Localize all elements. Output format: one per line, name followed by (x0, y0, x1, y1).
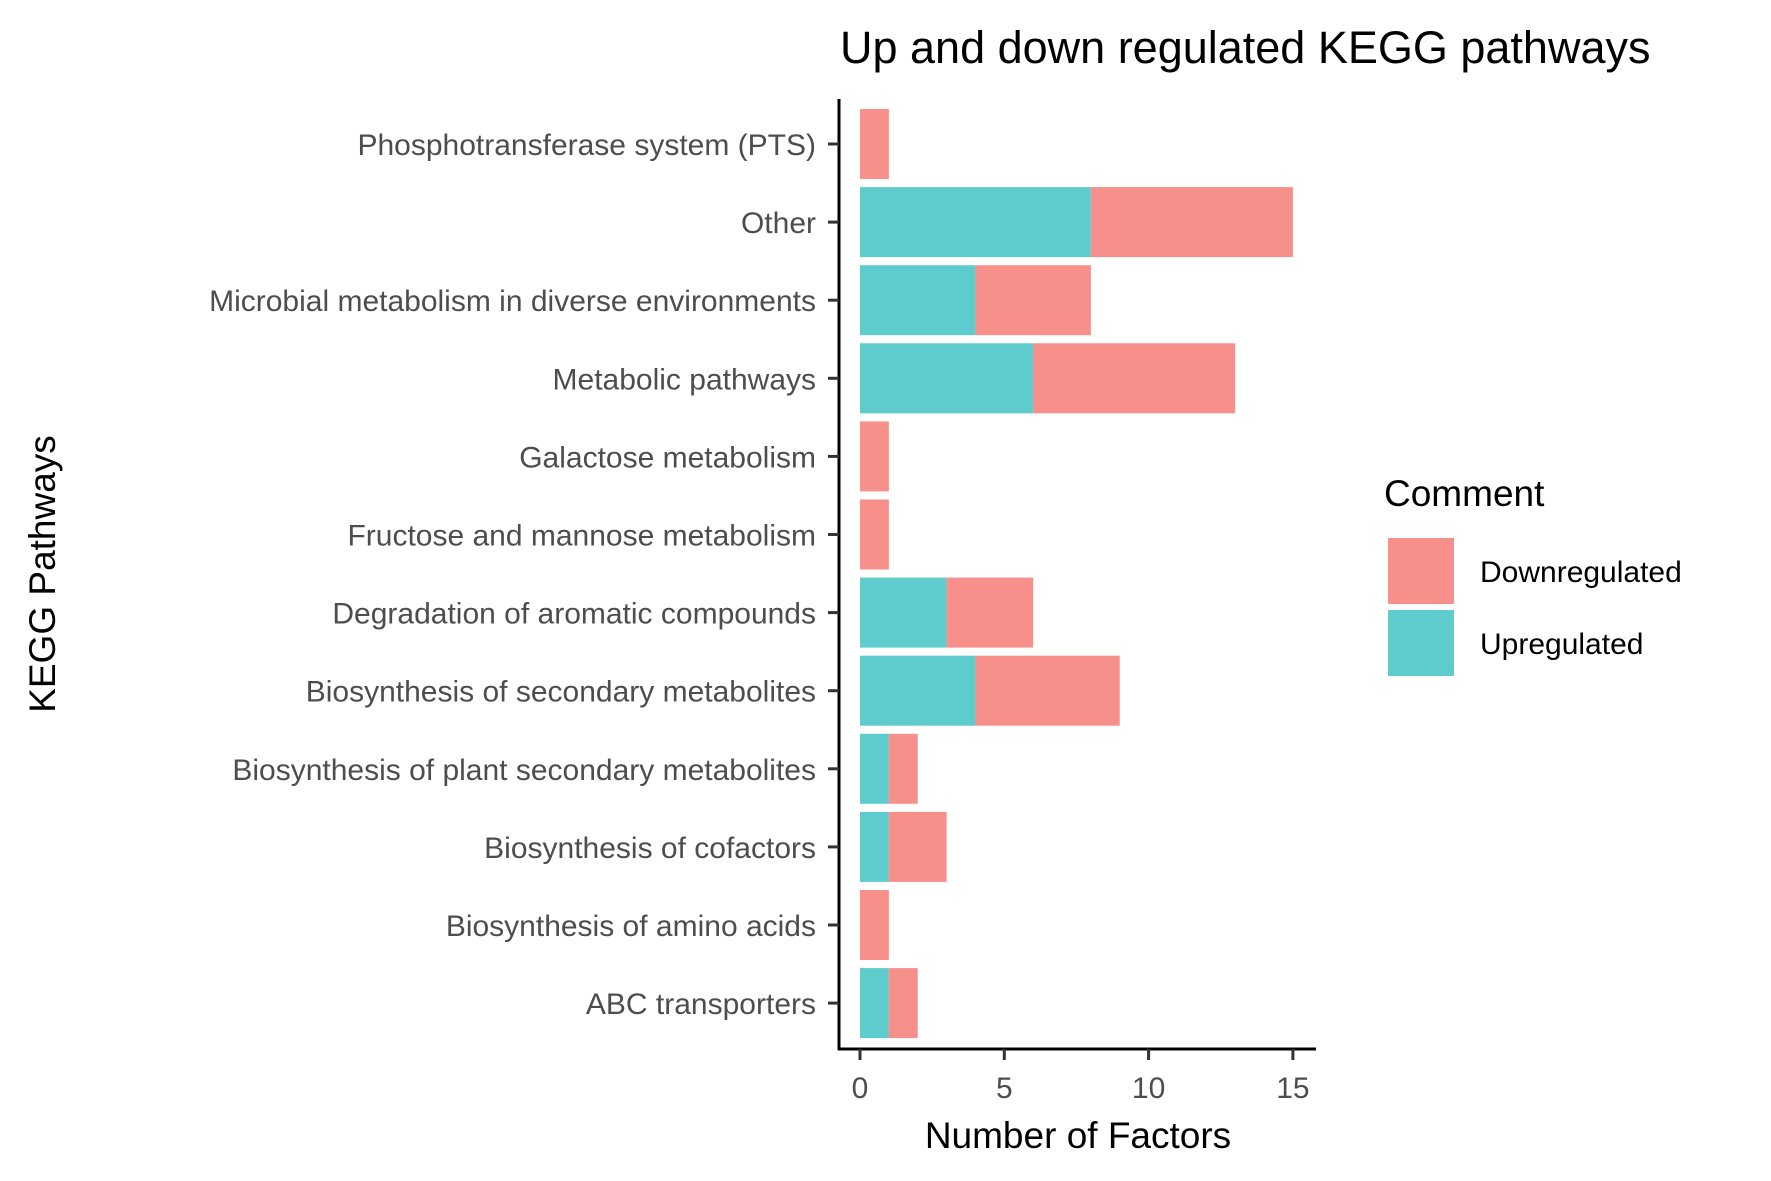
y-tick-label-biosynthesis-of-amino-acids: Biosynthesis of amino acids (446, 910, 816, 943)
bar-downregulated-biosynthesis-of-cofactors (888, 811, 947, 882)
bar-downregulated-microbial-metabolism-in-diverse-environments (975, 265, 1091, 336)
legend-swatch-upregulated (1388, 610, 1454, 676)
legend: Comment Downregulated Upregulated (1384, 473, 1682, 676)
bar-upregulated-biosynthesis-of-plant-secondary-metabolites (860, 733, 889, 804)
legend-label-upregulated: Upregulated (1480, 628, 1643, 661)
bar-upregulated-microbial-metabolism-in-diverse-environments (860, 265, 976, 336)
legend-swatch-downregulated (1388, 538, 1454, 604)
y-tick-label-biosynthesis-of-plant-secondary-metabolites: Biosynthesis of plant secondary metaboli… (232, 754, 816, 787)
y-tick-label-biosynthesis-of-secondary-metabolites: Biosynthesis of secondary metabolites (306, 676, 816, 709)
y-tick-label-other: Other (741, 207, 816, 240)
x-axis-title: Number of Factors (925, 1115, 1231, 1156)
y-tick-label-microbial-metabolism-in-diverse-environments: Microbial metabolism in diverse environm… (209, 285, 816, 318)
legend-title: Comment (1384, 473, 1545, 514)
bar-downregulated-degradation-of-aromatic-compounds (946, 577, 1034, 648)
bar-upregulated-biosynthesis-of-secondary-metabolites (860, 655, 976, 726)
bar-downregulated-phosphotransferase-system-pts (860, 109, 889, 179)
legend-label-downregulated: Downregulated (1480, 556, 1682, 589)
bar-upregulated-abc-transporters (860, 968, 889, 1039)
bar-downregulated-galactose-metabolism (860, 421, 889, 492)
y-tick-label-degradation-of-aromatic-compounds: Degradation of aromatic compounds (332, 598, 816, 631)
y-tick-label-fructose-and-mannose-metabolism: Fructose and mannose metabolism (347, 520, 816, 553)
chart-title: Up and down regulated KEGG pathways (840, 22, 1650, 73)
bar-downregulated-biosynthesis-of-plant-secondary-metabolites (888, 733, 918, 804)
x-tick-label: 5 (996, 1072, 1013, 1105)
bar-upregulated-biosynthesis-of-cofactors (860, 811, 889, 882)
bars-group (860, 109, 1293, 1039)
y-tick-label-galactose-metabolism: Galactose metabolism (519, 441, 816, 474)
bar-downregulated-biosynthesis-of-amino-acids (860, 890, 889, 960)
bar-upregulated-degradation-of-aromatic-compounds (860, 577, 947, 648)
y-tick-label-phosphotransferase-system-pts: Phosphotransferase system (PTS) (357, 129, 816, 162)
bar-upregulated-other (860, 187, 1091, 258)
bar-downregulated-other (1090, 187, 1293, 258)
x-tick-label: 0 (852, 1072, 869, 1105)
x-tick-label: 15 (1276, 1072, 1309, 1105)
y-axis-title: KEGG Pathways (22, 435, 63, 713)
bar-downregulated-metabolic-pathways (1033, 343, 1236, 414)
y-axis-ticks: Phosphotransferase system (PTS) Other Micr… (209, 129, 839, 1021)
bar-downregulated-fructose-and-mannose-metabolism (860, 499, 889, 570)
bar-downregulated-abc-transporters (888, 968, 918, 1039)
y-tick-label-biosynthesis-of-cofactors: Biosynthesis of cofactors (484, 832, 816, 865)
y-tick-label-abc-transporters: ABC transporters (586, 988, 816, 1021)
x-axis-ticks: 0 5 10 15 (852, 1049, 1310, 1105)
bar-downregulated-biosynthesis-of-secondary-metabolites (975, 655, 1120, 726)
y-tick-label-metabolic-pathways: Metabolic pathways (553, 363, 816, 396)
x-tick-label: 10 (1132, 1072, 1165, 1105)
bar-upregulated-metabolic-pathways (860, 343, 1034, 414)
